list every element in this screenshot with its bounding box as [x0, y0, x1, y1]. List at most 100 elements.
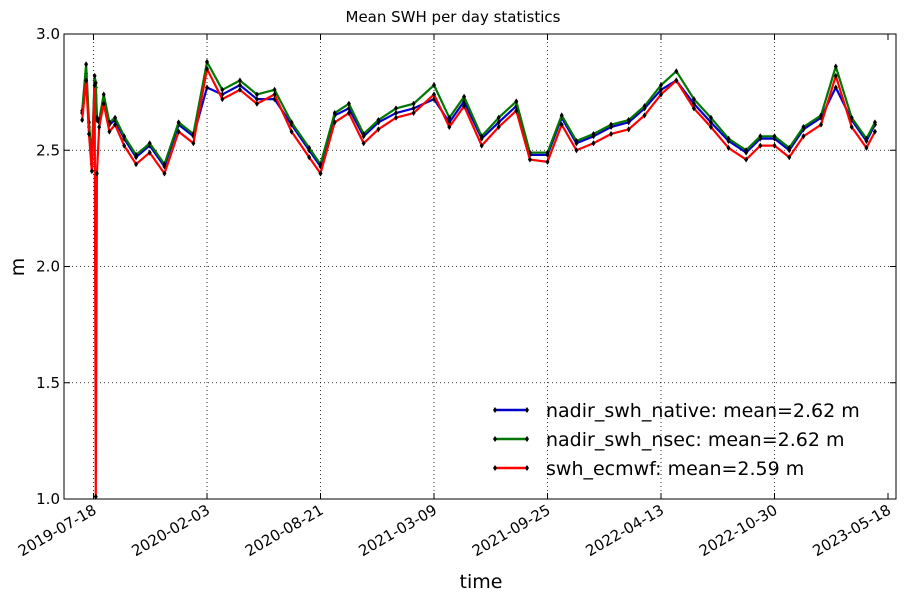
data-point	[89, 168, 94, 175]
data-point	[307, 154, 312, 161]
data-point	[84, 77, 89, 84]
x-tick-label: 2020-08-21	[242, 501, 327, 560]
data-point	[176, 119, 181, 126]
data-point	[726, 135, 731, 142]
legend-label: swh_ecmwf: mean=2.59 m	[546, 458, 804, 480]
data-point	[162, 161, 167, 168]
data-point	[849, 124, 854, 130]
y-tick-label: 1.0	[36, 490, 60, 508]
data-point	[361, 140, 366, 147]
series-lines	[80, 58, 877, 500]
x-tick-label: 2019-07-18	[15, 501, 100, 560]
data-point	[432, 82, 437, 89]
data-point	[787, 154, 792, 161]
data-point	[432, 91, 437, 98]
legend-label: nadir_swh_native: mean=2.62 m	[546, 400, 860, 422]
data-point	[642, 103, 647, 110]
legend: nadir_swh_native: mean=2.62 m nadir_swh_n…	[493, 400, 860, 480]
grid	[64, 34, 896, 499]
legend-marker	[525, 436, 529, 442]
data-point	[726, 144, 731, 151]
data-point	[849, 114, 854, 121]
data-point	[496, 119, 501, 126]
data-point	[97, 124, 102, 130]
data-point	[147, 140, 152, 147]
legend-marker	[493, 465, 497, 471]
data-point	[346, 110, 351, 117]
x-tick-label: 2021-09-25	[469, 501, 554, 560]
data-point	[191, 140, 196, 147]
data-point	[134, 151, 139, 158]
data-point	[122, 142, 127, 149]
data-point	[272, 91, 277, 98]
legend-marker	[525, 465, 529, 471]
data-point	[411, 100, 416, 107]
data-point	[86, 130, 91, 137]
data-point	[559, 121, 564, 128]
data-point	[591, 130, 596, 137]
data-point	[122, 133, 127, 140]
data-point	[92, 82, 97, 89]
data-point	[332, 119, 337, 126]
data-point	[479, 142, 484, 149]
data-point	[147, 149, 152, 156]
data-point	[864, 135, 869, 142]
legend-label: nadir_swh_nsec: mean=2.62 m	[546, 429, 845, 451]
data-point	[237, 86, 242, 93]
data-point	[642, 112, 647, 119]
data-point	[411, 110, 416, 117]
data-point	[659, 86, 664, 93]
data-point	[609, 121, 614, 128]
x-tick-label: 2022-04-13	[582, 501, 667, 560]
data-point	[376, 117, 381, 124]
data-point	[411, 105, 416, 112]
data-point	[346, 100, 351, 107]
data-point	[205, 65, 210, 72]
x-axis-label: time	[460, 571, 503, 593]
data-point	[101, 91, 106, 98]
data-point	[393, 110, 398, 117]
data-point	[134, 161, 139, 168]
data-point	[462, 93, 467, 100]
data-point	[84, 61, 89, 68]
y-tick-label: 1.5	[36, 374, 60, 392]
data-point	[674, 77, 679, 84]
data-point	[514, 107, 519, 114]
series-2	[80, 65, 877, 500]
data-point	[708, 124, 713, 130]
data-point	[393, 114, 398, 121]
y-axis-label: m	[7, 258, 29, 277]
data-point	[574, 147, 579, 154]
y-tick-label: 3.0	[36, 25, 60, 43]
data-point	[332, 110, 337, 117]
data-point	[691, 96, 696, 103]
data-point	[220, 96, 225, 103]
data-point	[864, 144, 869, 151]
legend-marker	[493, 407, 497, 413]
data-point	[787, 144, 792, 151]
data-point	[361, 130, 366, 137]
data-point	[254, 91, 259, 98]
data-point	[376, 126, 381, 133]
legend-entry: nadir_swh_native: mean=2.62 m	[493, 400, 860, 422]
data-point	[107, 128, 112, 135]
data-point	[626, 126, 631, 133]
data-point	[220, 86, 225, 93]
data-point	[708, 114, 713, 121]
data-point	[254, 100, 259, 107]
data-point	[659, 82, 664, 89]
legend-entry: swh_ecmwf: mean=2.59 m	[493, 458, 804, 480]
data-point	[289, 119, 294, 126]
series-0	[80, 70, 877, 170]
data-point	[872, 119, 877, 126]
data-point	[113, 114, 118, 121]
data-point	[674, 68, 679, 75]
data-point	[591, 140, 596, 147]
data-point	[819, 112, 824, 119]
data-point	[462, 103, 467, 110]
data-point	[833, 72, 838, 79]
data-point	[496, 114, 501, 121]
data-point	[237, 82, 242, 89]
data-point	[545, 158, 550, 165]
